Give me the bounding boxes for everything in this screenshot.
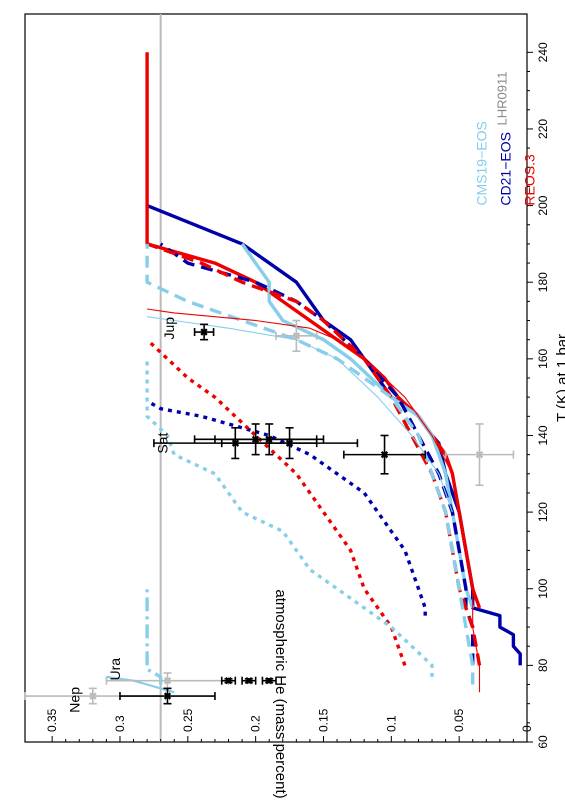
error-bar-marker: ✖ — [162, 691, 174, 700]
y-tick-label: 0 — [520, 725, 534, 732]
error-bar-marker: ✖ — [224, 676, 236, 685]
y-tick-label: 0.2 — [249, 715, 263, 732]
x-tick-label: 220 — [536, 119, 550, 139]
label-group: T (K) at 1 bar atmospheric He (mass perce… — [66, 71, 565, 798]
y-tick-label: 0.05 — [452, 708, 466, 732]
planet-label-jup: Jup — [161, 317, 177, 340]
y-tick-label: 0.3 — [113, 715, 127, 732]
legend-entry-0: CMS19−EOS — [473, 121, 489, 205]
planet-label-nep: Nep — [66, 687, 82, 713]
series-line-4 — [146, 242, 482, 666]
error-bar-11: ✖ — [444, 423, 515, 487]
planet-label-ura: Ura — [107, 658, 123, 681]
x-tick-label: 80 — [536, 658, 550, 672]
error-bar-12: ✖ — [275, 319, 318, 352]
x-tick-label: 120 — [536, 502, 550, 522]
series-line-5 — [145, 243, 475, 685]
error-bar-marker: ✖ — [264, 676, 276, 685]
x-tick-label: 60 — [536, 735, 550, 749]
error-bar-marker: ✖ — [88, 691, 100, 700]
x-axis-title: T (K) at 1 bar — [554, 334, 565, 422]
error-bar-5: ✖ — [261, 676, 277, 685]
error-bar-marker: ✖ — [199, 327, 211, 336]
error-bar-8: ✖ — [214, 423, 325, 456]
error-bar-marker: ✖ — [244, 676, 256, 685]
corner-label: LHR0911 — [495, 71, 510, 125]
error-bar-marker: ✖ — [475, 450, 487, 459]
planet-label-sat: Sat — [154, 433, 170, 454]
series-line-8 — [145, 358, 434, 677]
error-bar-13: ✖ — [193, 323, 215, 341]
error-bar-3: ✖ — [220, 676, 237, 685]
x-tick-label: 200 — [536, 195, 550, 215]
error-bar-2: ✖ — [119, 687, 216, 705]
y-tick-label: 0.15 — [316, 708, 330, 732]
error-bar-marker: ✖ — [264, 435, 276, 444]
x-tick-label: 160 — [536, 349, 550, 369]
legend-entry-1: CD21−EOS — [497, 132, 513, 206]
y-tick-label: 0.35 — [45, 708, 59, 732]
series-line-7 — [145, 338, 407, 666]
error-bar-1: ✖ — [105, 672, 230, 690]
y-tick-label: 0.1 — [384, 715, 398, 732]
x-tick-label: 240 — [536, 42, 550, 62]
error-bar-marker: ✖ — [291, 331, 303, 340]
x-tick-label: 100 — [536, 578, 550, 598]
error-bar-marker: ✖ — [285, 439, 297, 448]
error-bar-4: ✖ — [241, 676, 257, 685]
series-line-6 — [146, 399, 427, 616]
y-tick-label: 0.25 — [181, 708, 195, 732]
series-line-12 — [147, 316, 453, 513]
errorbar-group: ✖✖✖✖ ✖ ✖✖ ✖ ✖ ✖✖ ✖✖✖ — [24, 319, 515, 705]
series-group — [106, 52, 522, 694]
rotated-plot: ✖✖✖✖ ✖ ✖✖ ✖ ✖ ✖✖ ✖✖✖ 6080100120140160180200220… — [24, 13, 565, 799]
x-tick-label: 140 — [536, 425, 550, 445]
tick-group: 60 80 100 120 140 160 180 200 220 240 0 0.05 0.1 0.15… — [45, 42, 550, 749]
y-axis-title: atmospheric He (mass percent) — [272, 589, 289, 798]
error-bar-10: ✖ — [343, 434, 427, 475]
series-line-10 — [106, 675, 175, 694]
series-line-9 — [145, 588, 163, 685]
series-line-11 — [147, 308, 481, 693]
error-bar-9: ✖ — [220, 427, 359, 460]
error-bar-marker: ✖ — [162, 676, 174, 685]
legend-entry-2: REOS.3 — [521, 154, 537, 206]
error-bar-marker: ✖ — [380, 450, 392, 459]
x-tick-label: 180 — [536, 272, 550, 292]
series-line-0 — [146, 204, 522, 666]
